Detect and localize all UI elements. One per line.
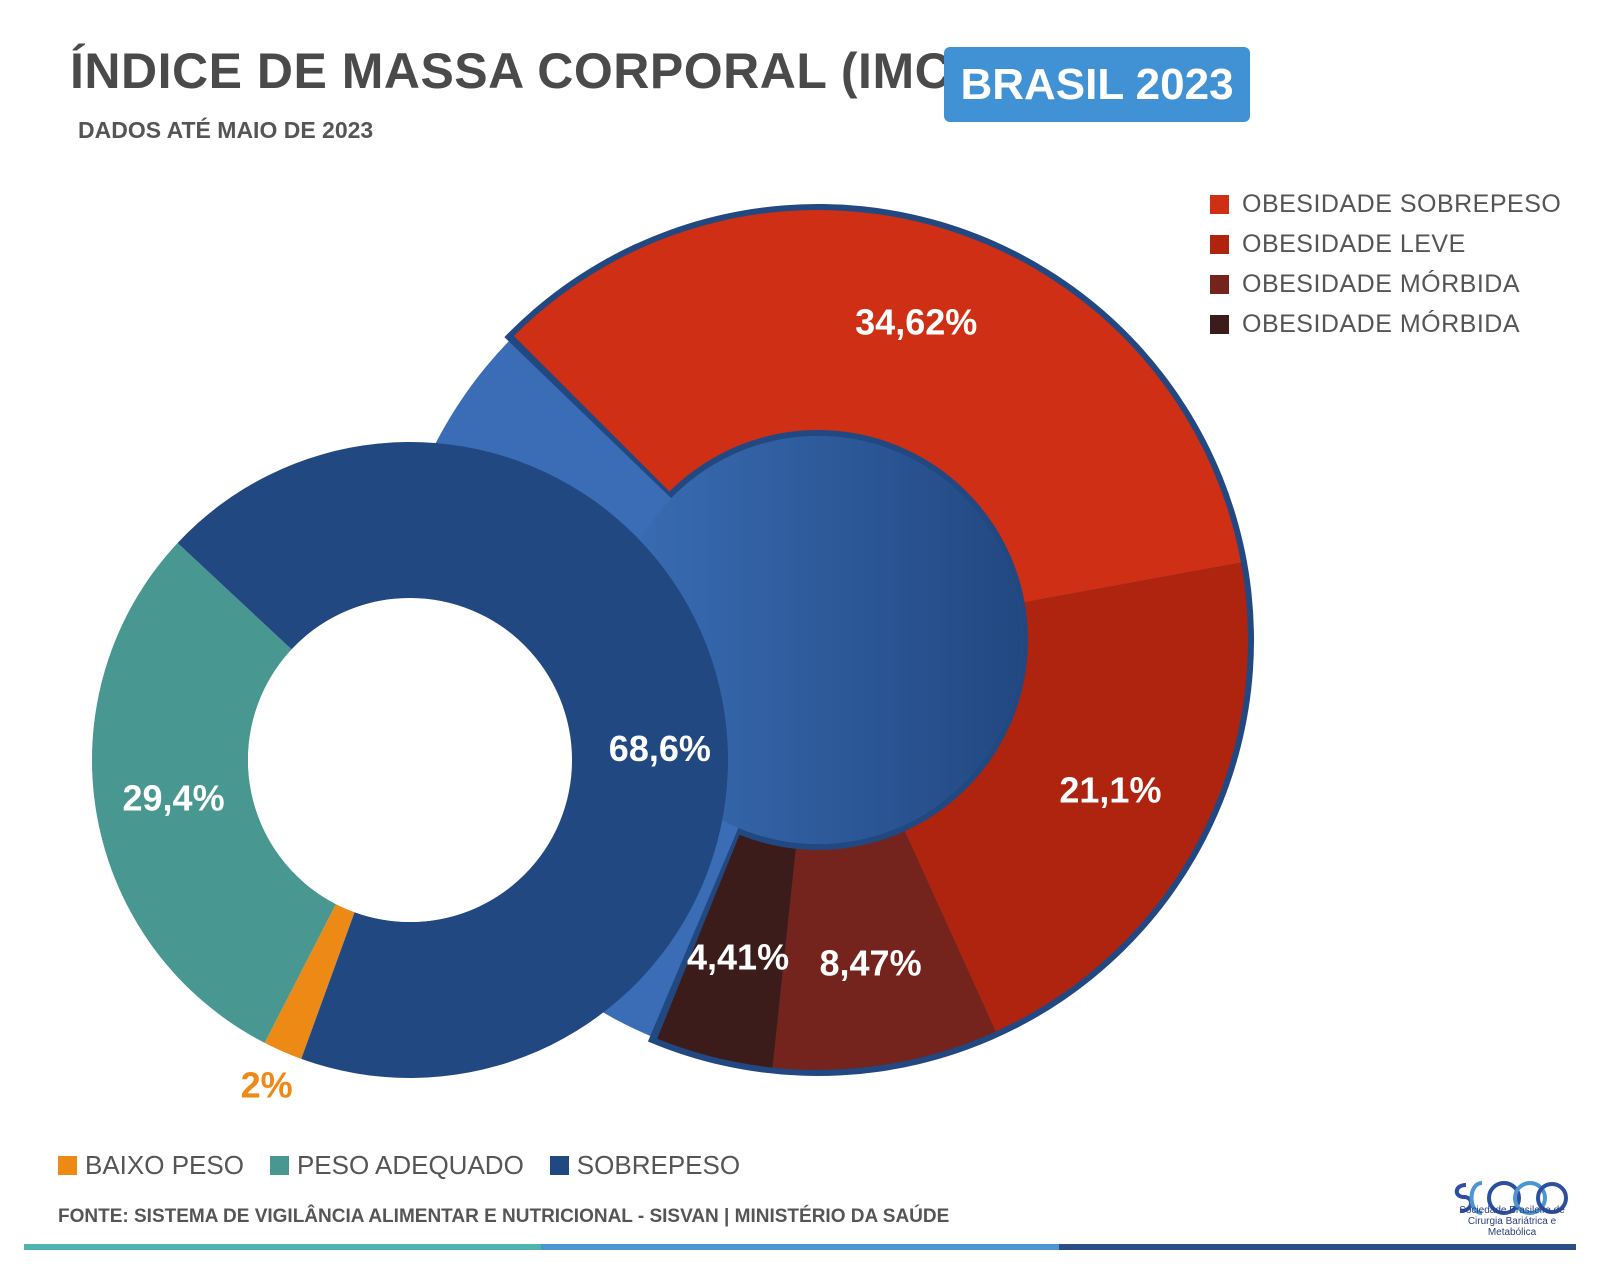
- imc-slice-label: 2%: [241, 1065, 293, 1106]
- legend-swatch: [1210, 194, 1229, 214]
- legend-swatch: [1210, 234, 1229, 254]
- legend-label: PESO ADEQUADO: [296, 1150, 524, 1180]
- chart-title: ÍNDICE DE MASSA CORPORAL (IMC): [70, 43, 969, 99]
- legend-obesity: OBESIDADE SOBREPESO OBESIDADE LEVE OBESI…: [1210, 184, 1561, 344]
- legend-item-obesidade-morbida-2: OBESIDADE MÓRBIDA: [1210, 304, 1561, 344]
- footer-bar: [24, 1244, 1576, 1250]
- legend-swatch: [58, 1156, 77, 1175]
- imc-donut-hole: [248, 598, 572, 922]
- legend-swatch: [269, 1156, 289, 1175]
- legend-label: SOBREPESO: [576, 1150, 741, 1180]
- logo-text-line2: Cirurgia Bariátrica e Metabólica: [1467, 1216, 1557, 1238]
- legend-item-obesidade-leve: OBESIDADE LEVE: [1210, 224, 1561, 264]
- legend-swatch: [1210, 314, 1229, 334]
- imc-slice: [177, 441, 729, 1079]
- obesity-slice: [904, 562, 1248, 1032]
- legend-item-baixo-peso: BAIXO PESO: [58, 1150, 244, 1181]
- obesity-slice-label: 21,1%: [1059, 769, 1161, 810]
- legend-label: OBESIDADE MÓRBIDA: [1242, 269, 1520, 298]
- footer-bar-segment: [541, 1244, 1059, 1250]
- legend-label: BAIXO PESO: [85, 1150, 244, 1180]
- legend-swatch: [549, 1156, 569, 1175]
- chart-subtitle: DADOS ATÉ MAIO DE 2023: [78, 117, 374, 143]
- source-note: FONTE: SISTEMA DE VIGILÂNCIA ALIMENTAR E…: [58, 1206, 950, 1227]
- imc-slice-label: 29,4%: [123, 778, 225, 819]
- legend-swatch: [1210, 274, 1229, 294]
- logo-text: Sociedade Brasileira de Cirurgia Bariátr…: [1452, 1205, 1572, 1238]
- legend-item-obesidade-morbida-1: OBESIDADE MÓRBIDA: [1210, 264, 1561, 304]
- legend-label: OBESIDADE MÓRBIDA: [1242, 309, 1520, 338]
- footer-bar-segment: [24, 1244, 542, 1250]
- imc-slice: [264, 904, 355, 1059]
- obesity-slice: [513, 209, 1241, 603]
- obesity-slice: [772, 831, 996, 1070]
- legend-label: OBESIDADE SOBREPESO: [1242, 189, 1562, 218]
- legend-item-peso-adequado: PESO ADEQUADO: [269, 1150, 524, 1181]
- obesity-slice-label: 34,62%: [855, 301, 977, 342]
- obesity-slice-label: 8,47%: [820, 942, 922, 983]
- logo-text-line1: Sociedade Brasileira de: [1459, 1205, 1565, 1216]
- obesity-slice-label: 4,41%: [687, 937, 789, 978]
- imc-slice: [92, 542, 336, 1043]
- year-badge: BRASIL 2023: [944, 47, 1250, 122]
- legend-item-sobrepeso: SOBREPESO: [549, 1150, 741, 1181]
- legend-label: OBESIDADE LEVE: [1242, 229, 1466, 258]
- legend-imc: BAIXO PESO PESO ADEQUADO SOBREPESO: [58, 1150, 766, 1181]
- sbcbm-logo-icon: [1454, 1181, 1568, 1215]
- legend-item-obesidade-sobrepeso: OBESIDADE SOBREPESO: [1210, 184, 1561, 224]
- footer-bar-segment: [1058, 1244, 1576, 1250]
- obesity-slice: [657, 834, 796, 1068]
- imc-slice-label: 68,6%: [609, 728, 711, 769]
